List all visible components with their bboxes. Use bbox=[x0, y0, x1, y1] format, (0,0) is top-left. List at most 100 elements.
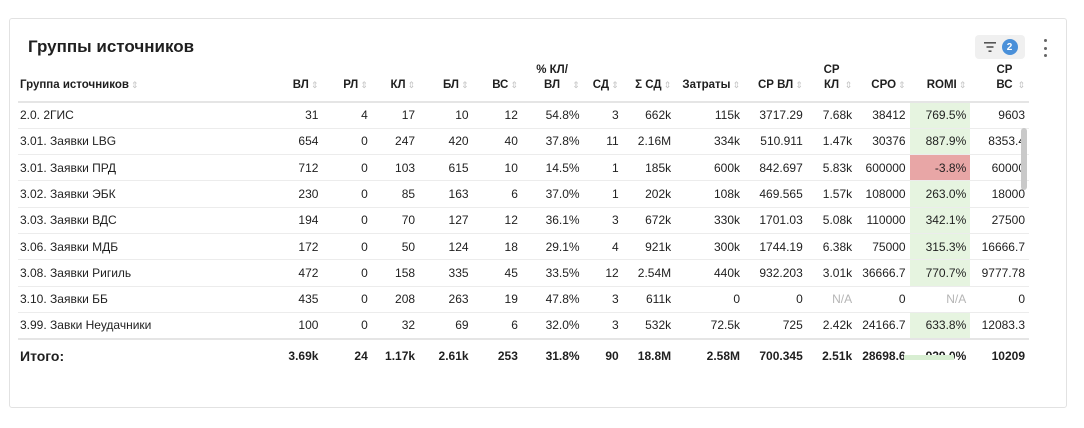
table-cell: 32.0% bbox=[521, 312, 584, 340]
column-header[interactable]: КЛ ⇕ bbox=[371, 55, 420, 103]
table-cell: 38412 bbox=[856, 101, 910, 129]
table-row[interactable]: 3.08. Заявки Ригиль 472 0 158 335 45 33.5% 12 2.… bbox=[18, 259, 1029, 287]
table-cell: 24166.7 bbox=[856, 312, 910, 340]
sort-icon[interactable]: ⇕ bbox=[611, 80, 619, 90]
table-cell: 8353.4 bbox=[970, 128, 1029, 156]
column-header[interactable]: СР ВЛ ⇕ bbox=[744, 55, 807, 103]
table-cell: 611k bbox=[622, 286, 676, 313]
sort-icon[interactable]: ⇕ bbox=[407, 80, 416, 90]
table-cell: 2.54M bbox=[622, 259, 676, 287]
column-header[interactable]: % КЛ/ ВЛ ⇕ bbox=[521, 55, 584, 103]
table-cell: 600k bbox=[675, 154, 745, 182]
table-cell: 472 bbox=[271, 259, 323, 287]
sort-icon[interactable]: ⇕ bbox=[958, 80, 967, 90]
table-cell: 54.8% bbox=[521, 101, 584, 129]
table-cell: 932.203 bbox=[744, 259, 807, 287]
sort-icon[interactable]: ⇕ bbox=[461, 80, 469, 90]
table-row[interactable]: 3.01. Заявки LBG 654 0 247 420 40 37.8% 11 2.16M… bbox=[18, 128, 1029, 156]
sort-icon[interactable]: ⇕ bbox=[1017, 80, 1025, 90]
table-cell: 9777.78 bbox=[970, 259, 1029, 287]
table-cell: 335 bbox=[419, 259, 473, 287]
table-cell: 2.42k bbox=[806, 312, 857, 340]
table-cell: 18 bbox=[472, 233, 522, 261]
column-header[interactable]: Затраты ⇕ bbox=[675, 55, 745, 103]
table-cell: 600000 bbox=[856, 154, 910, 182]
column-header-label: ВС bbox=[492, 79, 509, 91]
source-group-name: 3.02. Заявки ЭБК bbox=[18, 180, 271, 208]
table-cell: 440k bbox=[675, 259, 745, 287]
table-cell: 315.3% bbox=[909, 233, 971, 261]
table-cell: 1.47k bbox=[806, 128, 857, 156]
source-group-name: 3.01. Заявки LBG bbox=[18, 128, 271, 156]
table-cell: 887.9% bbox=[909, 128, 971, 156]
table-cell: 115k bbox=[675, 101, 745, 129]
table-cell: 420 bbox=[419, 128, 473, 156]
table-cell: 11 bbox=[583, 128, 623, 156]
table-cell: 1.57k bbox=[806, 180, 857, 208]
table-row[interactable]: 2.0. 2ГИС 31 4 17 10 12 54.8% 3 662k 115k 3717.29 7… bbox=[18, 101, 1029, 129]
totals-cell: 28698.6 bbox=[856, 337, 910, 373]
totals-cell: 253 bbox=[472, 337, 522, 373]
table-row[interactable]: 3.99. Завки Неудачники 100 0 32 69 6 32.0% 3 532… bbox=[18, 312, 1029, 340]
sort-icon[interactable]: ⇕ bbox=[795, 80, 803, 90]
table-cell: 9603 bbox=[970, 101, 1029, 129]
table-cell: N/A bbox=[909, 286, 971, 313]
sort-icon[interactable]: ⇕ bbox=[310, 80, 319, 90]
table-cell: 230 bbox=[271, 180, 323, 208]
table-row[interactable]: 3.06. Заявки МДБ 172 0 50 124 18 29.1% 4 921k 300… bbox=[18, 233, 1029, 261]
table-cell: 202k bbox=[622, 180, 676, 208]
table-cell: 5.08k bbox=[806, 207, 857, 234]
column-header[interactable]: ВС ⇕ bbox=[472, 55, 522, 103]
sort-icon[interactable]: ⇕ bbox=[572, 80, 580, 90]
card-title: Группы источников bbox=[28, 37, 195, 56]
sort-icon[interactable]: ⇕ bbox=[360, 80, 368, 90]
table-cell: 60000 bbox=[970, 154, 1029, 182]
table-cell: 124 bbox=[419, 233, 473, 261]
column-header-label: СР ВС bbox=[996, 64, 1013, 91]
column-header[interactable]: СР ВС ⇕ bbox=[970, 55, 1029, 103]
table-cell: 103 bbox=[371, 154, 420, 182]
table-cell: 100 bbox=[271, 312, 323, 340]
table-cell: 33.5% bbox=[521, 259, 584, 287]
table-row[interactable]: 3.02. Заявки ЭБК 230 0 85 163 6 37.0% 1 202k 108k… bbox=[18, 180, 1029, 208]
column-header[interactable]: СРО ⇕ bbox=[856, 55, 910, 103]
table-cell: 69 bbox=[419, 312, 473, 340]
table-row[interactable]: 3.01. Заявки ПРД 712 0 103 615 10 14.5% 1 185k 60… bbox=[18, 154, 1029, 182]
sort-icon[interactable]: ⇕ bbox=[510, 80, 518, 90]
column-header[interactable]: СД ⇕ bbox=[583, 55, 623, 103]
column-header[interactable]: Σ СД ⇕ bbox=[622, 55, 676, 103]
table-cell: 672k bbox=[622, 207, 676, 234]
table-cell: 108000 bbox=[856, 180, 910, 208]
totals-cell: 10209 bbox=[970, 337, 1029, 373]
table-cell: 0 bbox=[322, 154, 372, 182]
table-cell: 6 bbox=[472, 180, 522, 208]
header-row: Группа источников ⇕ ВЛ ⇕ РЛ ⇕ КЛ ⇕ БЛ ⇕ ВС ⇕% КЛ/ В… bbox=[18, 55, 1029, 103]
column-header[interactable]: СР КЛ ⇕ bbox=[806, 55, 857, 103]
table-row[interactable]: 3.10. Заявки ББ 435 0 208 263 19 47.8% 3 611k 0 0 N… bbox=[18, 286, 1029, 313]
column-header[interactable]: Группа источников ⇕ bbox=[18, 55, 271, 103]
table-cell: 208 bbox=[371, 286, 420, 313]
table-cell: 37.8% bbox=[521, 128, 584, 156]
column-header-label: СД bbox=[592, 79, 610, 91]
table-row[interactable]: 3.03. Заявки ВДС 194 0 70 127 12 36.1% 3 672k 330… bbox=[18, 207, 1029, 234]
table-cell: 108k bbox=[675, 180, 745, 208]
table-cell: 0 bbox=[322, 207, 372, 234]
romi-highlight-stub bbox=[904, 355, 954, 360]
column-header[interactable]: БЛ ⇕ bbox=[419, 55, 473, 103]
table-cell: 7.68k bbox=[806, 101, 857, 129]
sort-icon[interactable]: ⇕ bbox=[130, 80, 139, 90]
column-header[interactable]: РЛ ⇕ bbox=[322, 55, 372, 103]
column-header[interactable]: ROMI ⇕ bbox=[909, 55, 971, 103]
sort-icon[interactable]: ⇕ bbox=[844, 80, 853, 90]
sort-icon[interactable]: ⇕ bbox=[663, 80, 672, 90]
column-header-label: СР КЛ bbox=[823, 64, 840, 91]
table-cell: 770.7% bbox=[909, 259, 971, 287]
sort-icon[interactable]: ⇕ bbox=[898, 80, 906, 90]
column-header[interactable]: ВЛ ⇕ bbox=[271, 55, 323, 103]
scrollbar-thumb[interactable] bbox=[1021, 128, 1027, 190]
totals-cell: 24 bbox=[322, 337, 372, 373]
more-vertical-icon[interactable] bbox=[1038, 37, 1052, 59]
sort-icon[interactable]: ⇕ bbox=[732, 80, 741, 90]
table-scrollbar[interactable] bbox=[1019, 112, 1029, 358]
table-cell: 14.5% bbox=[521, 154, 584, 182]
